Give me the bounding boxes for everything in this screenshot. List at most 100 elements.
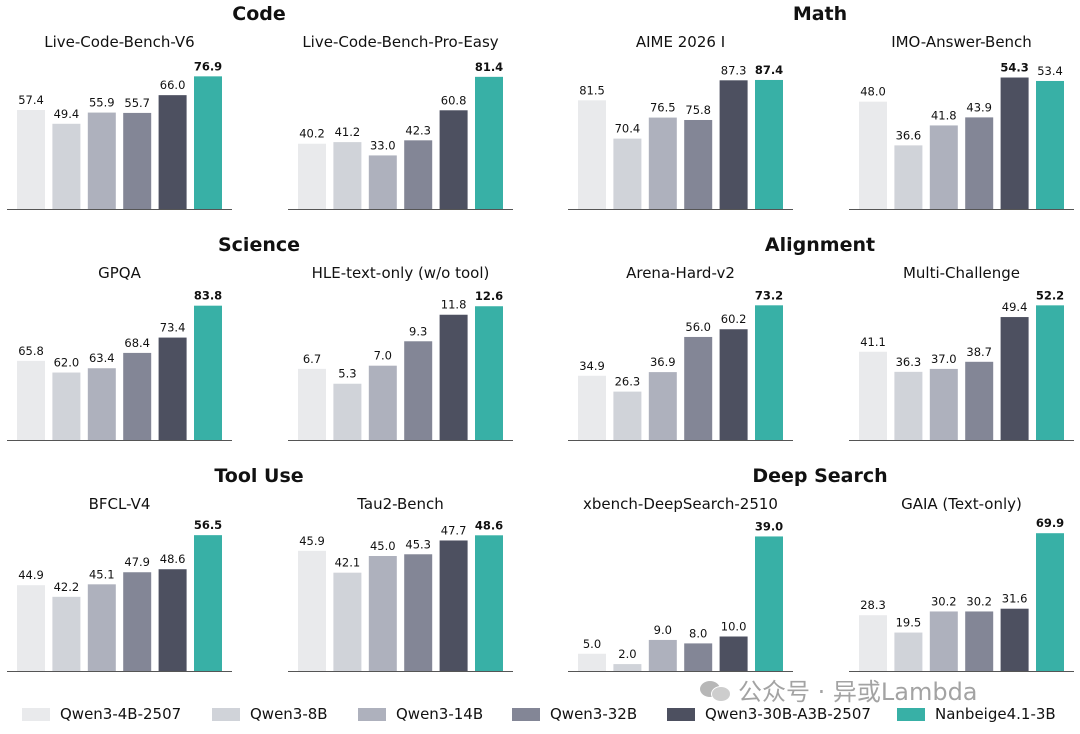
- watermark: 公众号 · 异或Lambda: [700, 672, 978, 707]
- bar: [613, 138, 642, 209]
- bar: [298, 368, 326, 440]
- chart-title: Live-Code-Bench-V6: [44, 33, 194, 51]
- chart-panel: HLE-text-only (w/o tool) 6.7 5.3 7.0 9.3 11.8…: [288, 264, 513, 441]
- bar: [87, 112, 116, 209]
- bar: [368, 556, 397, 671]
- data-label: 42.3: [405, 123, 431, 137]
- data-label: 76.9: [194, 59, 222, 73]
- data-label: 65.8: [18, 344, 44, 358]
- legend-swatch: [512, 707, 540, 721]
- bar: [648, 372, 677, 440]
- chart-title: Live-Code-Bench-Pro-Easy: [302, 33, 498, 51]
- bar: [755, 536, 783, 671]
- bar: [859, 101, 887, 209]
- group-title-tool-use: Tool Use: [214, 465, 304, 487]
- bar: [965, 117, 994, 209]
- legend-label: Qwen3-14B: [396, 705, 484, 723]
- data-label: 12.6: [475, 289, 503, 303]
- bar: [298, 550, 326, 671]
- data-label: 49.4: [1002, 300, 1028, 314]
- chart-panel: xbench-DeepSearch-2510 5.0 2.0 9.0 8.0 10.0 39…: [568, 495, 793, 672]
- data-label: 2.0: [618, 647, 636, 661]
- bar: [1036, 305, 1064, 440]
- data-label: 42.2: [54, 580, 80, 594]
- bar: [87, 584, 116, 671]
- data-label: 66.0: [160, 78, 186, 92]
- bar: [613, 391, 642, 440]
- data-label: 11.8: [441, 298, 467, 312]
- data-label: 76.5: [650, 101, 676, 115]
- chart-title: xbench-DeepSearch-2510: [583, 495, 778, 513]
- chart-panel: GAIA (Text-only) 28.3 19.5 30.2 30.2 31.6 69.9: [849, 495, 1074, 672]
- legend-item-qwen3-4b: Qwen3-4B-2507: [22, 700, 181, 728]
- bar: [439, 540, 468, 671]
- data-label: 49.4: [54, 107, 80, 121]
- legend-item-qwen3-14b: Qwen3-14B: [358, 700, 483, 728]
- chart-panel: AIME 2026 I 81.5 70.4 76.5 75.8 87.3 87.4: [568, 33, 793, 210]
- data-label: 56.5: [194, 518, 222, 532]
- bar: [194, 535, 222, 671]
- data-label: 48.0: [860, 85, 886, 99]
- bar: [578, 375, 606, 440]
- bar: [894, 632, 923, 671]
- data-label: 19.5: [896, 616, 922, 630]
- data-label: 41.8: [931, 108, 957, 122]
- bar: [158, 95, 187, 209]
- bar: [17, 109, 45, 209]
- bar: [894, 145, 923, 209]
- legend-swatch: [667, 707, 695, 721]
- bar: [404, 140, 433, 209]
- data-label: 47.9: [124, 555, 150, 569]
- bar: [1000, 317, 1029, 440]
- data-label: 7.0: [374, 349, 392, 363]
- bar: [52, 123, 81, 209]
- bar: [1000, 608, 1029, 671]
- chart-panel: Tau2-Bench 45.9 42.1 45.0 45.3 47.7 48.6: [288, 495, 513, 672]
- data-label: 6.7: [303, 352, 321, 366]
- bar: [368, 155, 397, 209]
- legend-label: Nanbeige4.1-3B: [935, 705, 1056, 723]
- bar: [648, 639, 677, 671]
- legend-swatch: [358, 707, 386, 721]
- legend: Qwen3-4B-2507 Qwen3-8B Qwen3-14B Qwen3-3…: [0, 700, 1080, 728]
- data-label: 10.0: [721, 620, 747, 634]
- bar: [929, 611, 958, 671]
- data-label: 55.7: [124, 96, 150, 110]
- bar: [965, 361, 994, 440]
- data-label: 87.4: [755, 63, 783, 77]
- data-label: 48.6: [475, 518, 503, 532]
- data-label: 38.7: [966, 345, 992, 359]
- bar: [578, 653, 606, 671]
- bar: [158, 569, 187, 671]
- data-label: 70.4: [615, 122, 641, 136]
- watermark-text: 公众号 · 异或Lambda: [738, 678, 978, 706]
- data-label: 87.3: [721, 63, 747, 77]
- chart-title: GAIA (Text-only): [901, 495, 1022, 513]
- bar: [929, 368, 958, 440]
- data-label: 41.1: [860, 335, 886, 349]
- data-label: 54.3: [1000, 61, 1028, 75]
- bar: [475, 76, 503, 210]
- legend-swatch: [212, 707, 240, 721]
- data-label: 26.3: [615, 375, 641, 389]
- data-label: 60.2: [721, 312, 747, 326]
- legend-item-nanbeige: Nanbeige4.1-3B: [897, 700, 1056, 728]
- data-label: 42.1: [335, 556, 361, 570]
- bar: [894, 371, 923, 440]
- bar: [1036, 80, 1064, 209]
- data-label: 47.7: [441, 523, 467, 537]
- bar: [158, 337, 187, 440]
- chart-title: Arena-Hard-v2: [626, 264, 735, 282]
- data-label: 62.0: [54, 356, 80, 370]
- chart-panel: GPQA 65.8 62.0 63.4 68.4 73.4 83.8: [7, 264, 232, 441]
- legend-item-qwen3-30b-a3b: Qwen3-30B-A3B-2507: [667, 700, 871, 728]
- chart-panel: BFCL-V4 44.9 42.2 45.1 47.9 48.6 56.5: [7, 495, 232, 672]
- bar: [684, 336, 713, 440]
- data-label: 9.0: [654, 623, 672, 637]
- data-label: 45.3: [405, 537, 431, 551]
- bar: [123, 112, 152, 209]
- bar: [368, 365, 397, 440]
- data-label: 28.3: [860, 598, 886, 612]
